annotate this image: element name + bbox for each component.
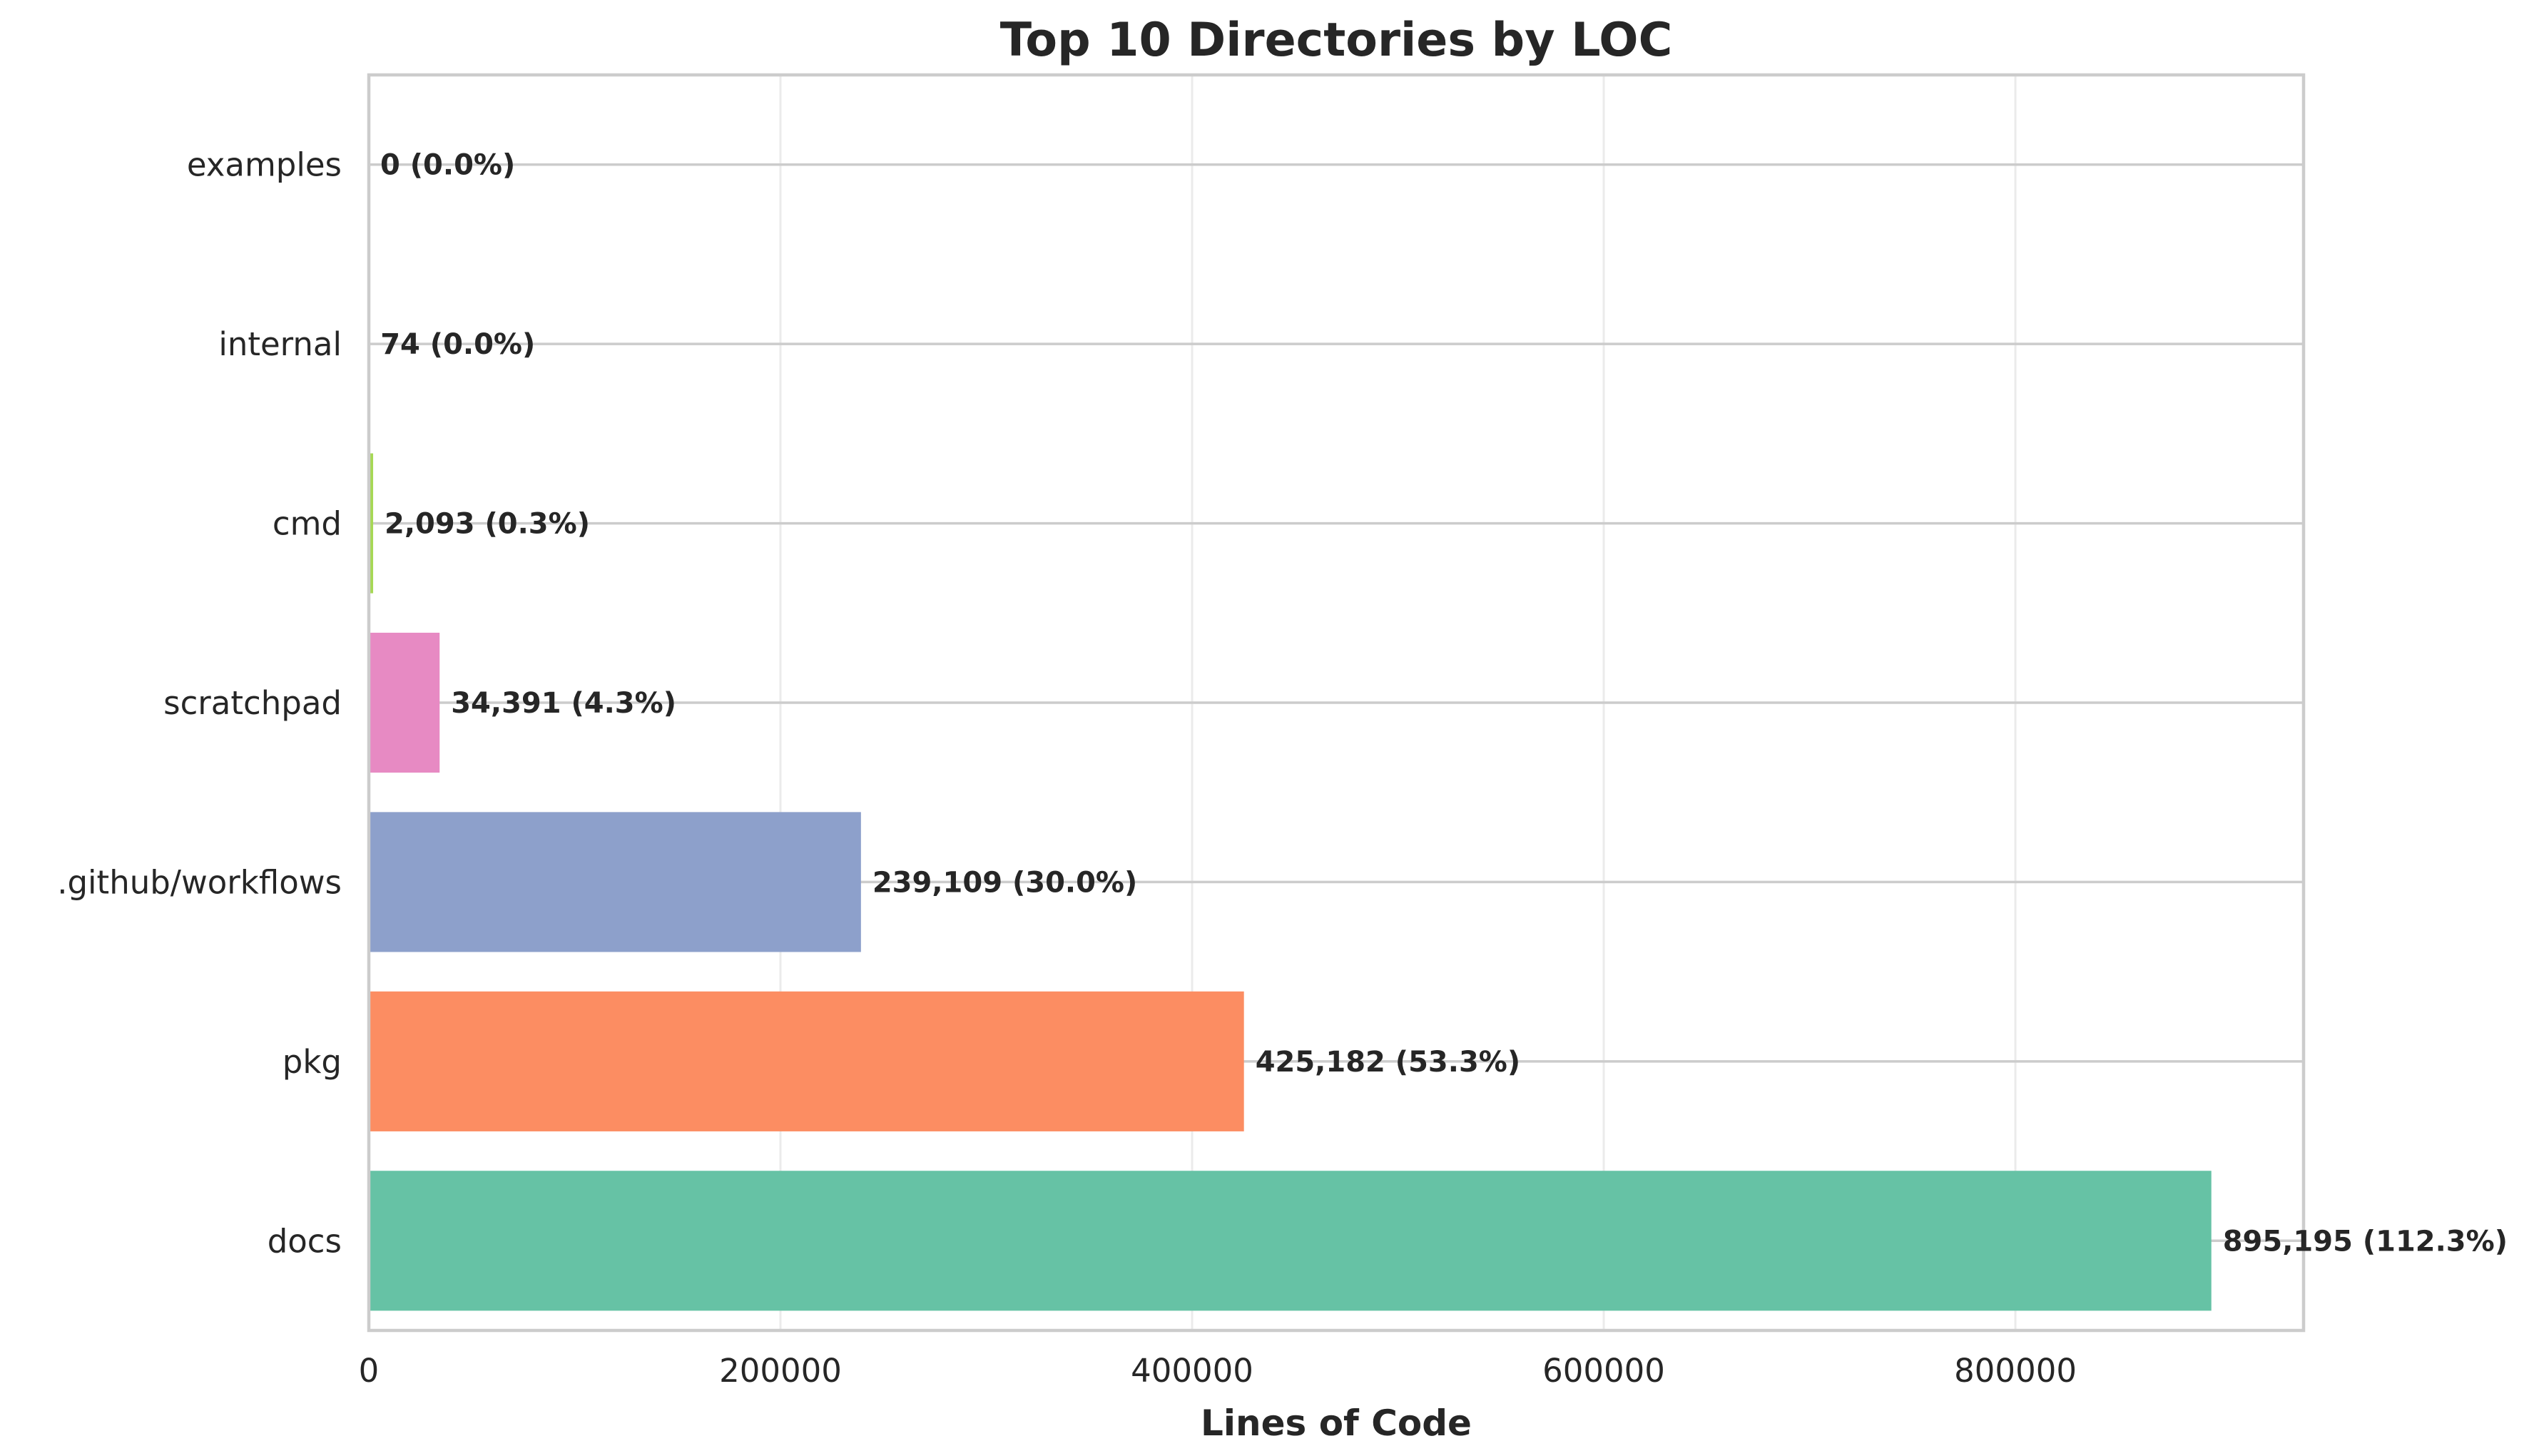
bar-scratchpad: [369, 632, 440, 773]
bar-value-label: 425,182 (53.3%): [1256, 1046, 1520, 1079]
y-tick-labels: docs pkg .github/workflows scratchpad cmd int…: [57, 146, 342, 1261]
bar-value-label: 895,195 (112.3%): [2223, 1225, 2508, 1258]
bar-cmd: [369, 453, 374, 594]
x-tick-label: 200000: [719, 1352, 842, 1390]
bar-pkg: [369, 991, 1244, 1131]
x-tick-label: 0: [359, 1352, 380, 1390]
y-tick-label: examples: [187, 146, 342, 184]
bar-docs: [369, 1171, 2212, 1311]
x-tick-labels: 0 200000 400000 600000 800000: [359, 1352, 2077, 1390]
x-tick-label: 600000: [1542, 1352, 1665, 1390]
y-tick-label: docs: [268, 1222, 342, 1260]
y-tick-label: .github/workflows: [57, 863, 342, 901]
bar-github-workflows: [369, 812, 861, 952]
bar-value-label: 239,109 (30.0%): [872, 866, 1137, 899]
x-tick-label: 400000: [1131, 1352, 1253, 1390]
bar-value-label: 74 (0.0%): [380, 328, 535, 361]
chart-title: Top 10 Directories by LOC: [1000, 14, 1673, 67]
bar-value-label: 34,391 (4.3%): [451, 687, 676, 720]
y-tick-label: pkg: [283, 1043, 342, 1081]
x-axis-label: Lines of Code: [1201, 1402, 1472, 1444]
bars: [369, 274, 2212, 1311]
y-tick-label: cmd: [273, 505, 342, 543]
plot-frame: [367, 73, 2306, 1333]
y-tick-label: scratchpad: [163, 684, 342, 722]
bar-value-label: 0 (0.0%): [380, 149, 515, 182]
y-tick-label: internal: [218, 325, 342, 363]
data-labels: 895,195 (112.3%) 425,182 (53.3%) 239,109 (…: [380, 149, 2508, 1258]
bar-value-label: 2,093 (0.3%): [385, 508, 590, 541]
x-tick-label: 800000: [1954, 1352, 2077, 1390]
